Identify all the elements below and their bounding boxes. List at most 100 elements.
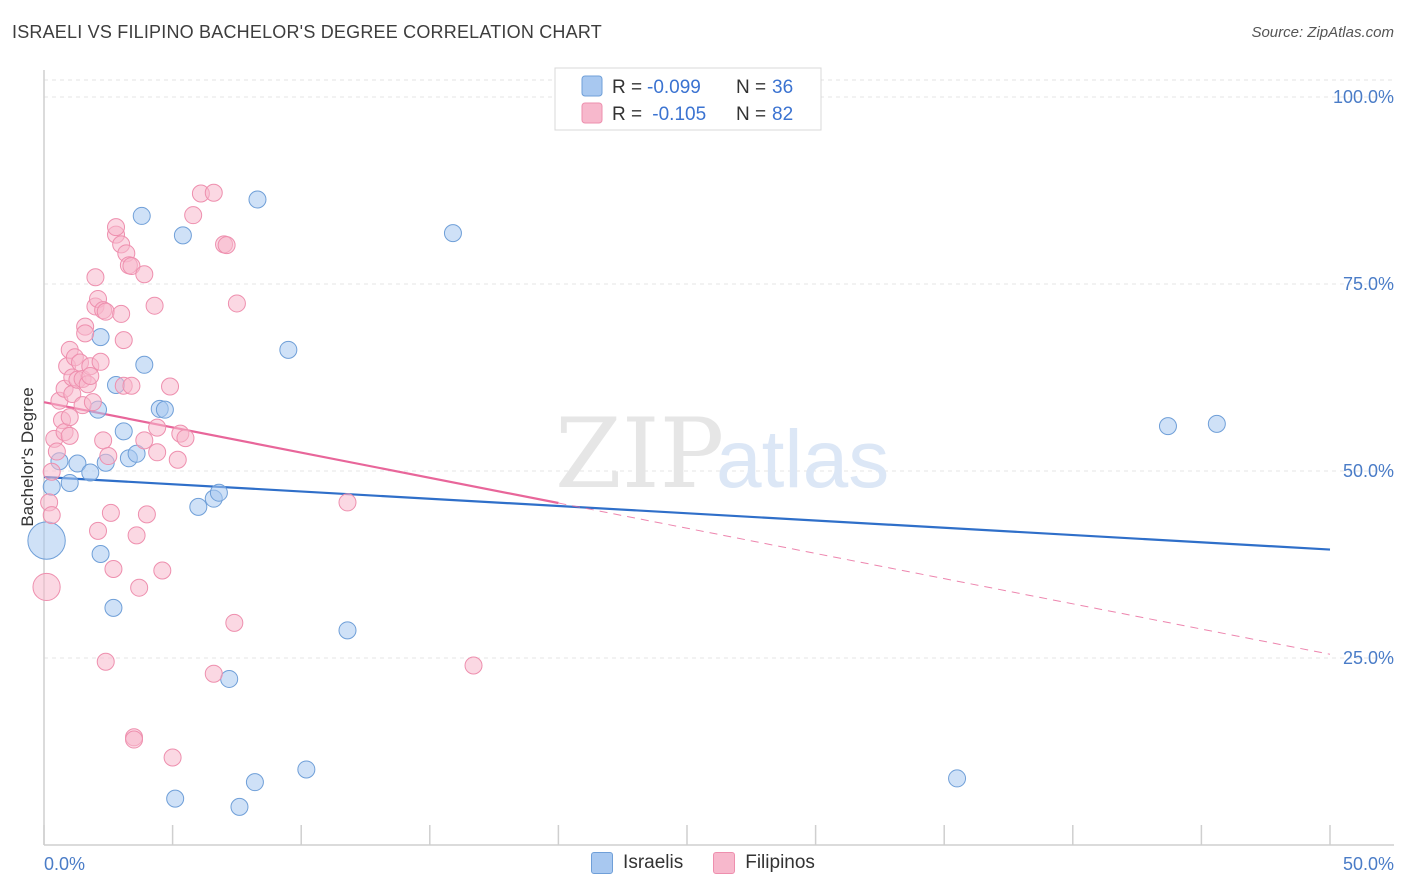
chart-title: ISRAELI VS FILIPINO BACHELOR'S DEGREE CO… [12,22,602,42]
point-israelis-10 [104,598,123,617]
axes [43,70,1394,846]
x-tick-labels: 0.0% 50.0% [44,854,1394,874]
point-israelis-8 [91,328,110,347]
point-filipinos-67 [204,183,223,202]
point-filipinos-38 [104,559,123,578]
point-israelis-25 [230,797,249,816]
point-filipinos-12 [60,426,79,445]
series-legend: Israelis Filipinos [0,852,1406,874]
point-filipinos-30 [89,521,108,540]
point-israelis-7 [91,545,110,564]
point-israelis-23 [209,483,228,502]
point-israelis-27 [248,190,267,209]
point-filipinos-51 [127,526,146,545]
x-tick-min: 0.0% [44,854,85,874]
point-filipinos-0 [32,572,61,602]
y-tick-label-0: 100.0% [1333,87,1394,107]
x-tick-max: 50.0% [1343,854,1394,874]
point-filipinos-3 [42,462,61,481]
point-filipinos-60 [161,377,180,396]
point-israelis-4 [68,454,87,473]
legend-item-filipinos[interactable]: Filipinos [713,852,815,874]
point-filipinos-68 [204,664,223,683]
point-filipinos-64 [176,429,195,448]
point-filipinos-73 [338,493,357,512]
point-filipinos-25 [81,367,100,386]
y-tick-label-1: 75.0% [1343,274,1394,294]
trend-line-extension-filipinos [558,502,1331,655]
point-filipinos-5 [47,442,66,461]
trend-lines [43,401,1331,655]
point-filipinos-11 [60,408,79,427]
watermark-zip: ZIP [555,398,724,510]
point-filipinos-70 [217,236,236,255]
point-filipinos-26 [83,393,102,412]
legend-n-value-israelis: 36 [772,77,793,98]
legend-r-value-filipinos: -0.105 [647,104,706,125]
point-filipinos-42 [112,304,131,323]
point-israelis-28 [279,340,298,359]
point-filipinos-59 [153,561,172,580]
point-filipinos-71 [225,613,244,632]
point-israelis-32 [948,769,967,788]
point-israelis-1 [42,477,61,496]
legend-r-label-filipinos: R = [612,104,642,125]
point-israelis-21 [189,497,208,516]
legend-n-label-filipinos: N = [736,104,766,125]
point-israelis-20 [173,226,192,245]
point-filipinos-35 [96,652,115,671]
point-filipinos-54 [135,265,154,284]
point-filipinos-57 [148,443,167,462]
point-israelis-30 [338,621,357,640]
legend-swatch-israelis [581,75,603,97]
watermark: ZIP atlas [555,398,889,510]
point-filipinos-50 [125,730,144,749]
source-label: Source: ZipAtlas.com [1251,24,1394,41]
point-filipinos-34 [96,302,115,321]
legend-n-value-filipinos: 82 [772,104,793,125]
legend-box: R = -0.099 N = 36 R = -0.105 N = 82 [554,67,822,131]
y-axis-label: Bachelor's Degree [18,387,37,526]
point-israelis-5 [81,463,100,482]
legend-label-israelis: Israelis [623,852,684,873]
point-israelis-33 [1158,417,1177,436]
legend-label-filipinos: Filipinos [745,852,815,873]
point-israelis-3 [60,473,79,492]
point-filipinos-72 [227,294,246,313]
legend-item-israelis[interactable]: Israelis [591,852,683,874]
point-filipinos-65 [184,206,203,225]
point-filipinos-33 [94,431,113,450]
y-tick-labels: 100.0% 75.0% 50.0% 25.0% [1333,87,1394,668]
point-filipinos-37 [101,503,120,522]
point-filipinos-47 [122,257,141,276]
point-israelis-34 [1207,414,1226,433]
y-tick-label-2: 50.0% [1343,461,1394,481]
point-israelis-19 [166,789,185,808]
point-filipinos-22 [76,324,95,343]
point-filipinos-44 [114,331,133,350]
point-filipinos-31 [91,352,110,371]
grid-lines [44,79,1394,659]
point-israelis-14 [127,444,146,463]
point-filipinos-48 [122,376,141,395]
point-israelis-15 [132,206,151,225]
point-filipinos-61 [163,748,182,767]
legend-swatch-filipinos [581,102,603,124]
point-filipinos-2 [42,506,61,525]
point-filipinos-53 [135,431,154,450]
watermark-atlas: atlas [716,414,889,505]
trend-line-filipinos [43,401,559,505]
point-israelis-12 [114,422,133,441]
point-filipinos-62 [168,450,187,469]
point-filipinos-52 [130,578,149,597]
legend-n-label-israelis: N = [736,77,766,98]
point-filipinos-58 [148,418,167,437]
point-israelis-26 [245,773,264,792]
point-israelis-29 [297,760,316,779]
legend-swatch-israelis-bottom [591,852,614,874]
legend-swatch-filipinos-bottom [713,852,736,874]
point-filipinos-40 [107,218,126,237]
point-israelis-16 [135,355,154,374]
point-filipinos-74 [464,656,483,675]
